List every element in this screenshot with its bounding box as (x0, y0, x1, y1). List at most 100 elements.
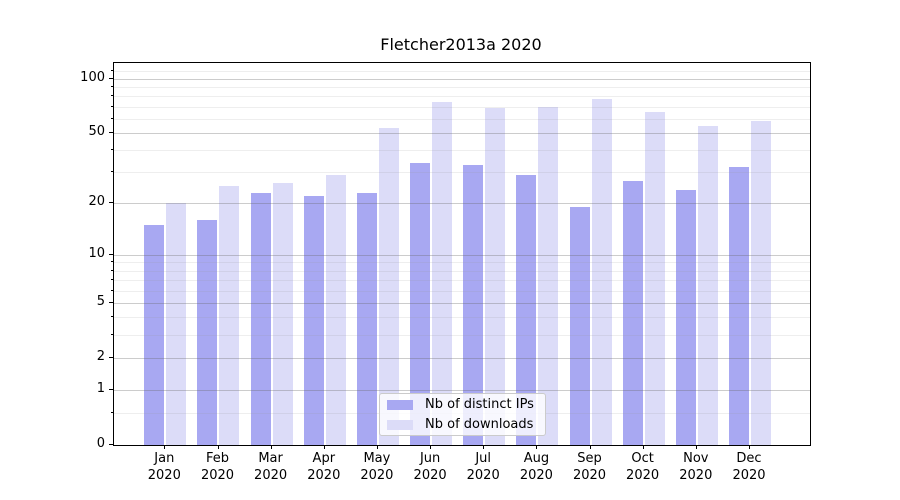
y-axis-minor-tick (111, 334, 113, 335)
y-axis-minor-tick (111, 316, 113, 318)
y-axis-tick (109, 77, 113, 79)
x-axis-tick (642, 445, 644, 449)
x-axis-label-mar: Mar 2020 (254, 451, 288, 483)
x-axis-label-jun: Jun 2020 (413, 451, 447, 483)
x-axis-tick (695, 445, 697, 449)
chart-title: Fletcher2013a 2020 (380, 35, 542, 54)
gridline-minor (114, 262, 810, 264)
y-axis-tick (109, 131, 113, 133)
y-axis-minor-tick (111, 269, 113, 271)
gridline-major (114, 302, 810, 304)
gridline-minor (114, 150, 810, 152)
bar-downloads-jan (166, 203, 187, 445)
legend-swatch-downloads-icon (387, 419, 413, 430)
gridline-major (114, 78, 810, 80)
bar-downloads-dec (750, 121, 771, 445)
legend-row-downloads: Nb of downloads (380, 415, 545, 435)
x-axis-tick (536, 445, 538, 449)
y-axis-tick-label: 10 (88, 245, 105, 261)
gridline-minor (114, 279, 810, 281)
x-axis-tick (217, 445, 219, 449)
bar-downloads-sep (591, 99, 612, 445)
bar-distinct-ips-sep (569, 207, 590, 445)
gridline-major (114, 203, 810, 205)
y-axis-minor-tick (111, 117, 113, 119)
y-axis-tick (109, 253, 113, 255)
bar-downloads-may (378, 128, 399, 445)
y-axis-minor-tick (111, 289, 113, 291)
x-axis-label-may: May 2020 (360, 451, 394, 483)
gridline-minor (114, 106, 810, 108)
bar-distinct-ips-may (356, 192, 377, 445)
y-axis-minor-tick (111, 171, 113, 173)
y-axis-minor-tick (111, 278, 113, 280)
grid-layer (114, 63, 810, 445)
y-axis-minor-tick (111, 261, 113, 263)
gridline-minor (114, 290, 810, 292)
x-axis-tick (376, 445, 378, 449)
x-axis-label-nov: Nov 2020 (679, 451, 713, 483)
x-axis-label-jul: Jul 2020 (466, 451, 500, 483)
x-axis-label-apr: Apr 2020 (307, 451, 341, 483)
bar-distinct-ips-feb (197, 220, 218, 445)
y-axis-minor-tick (111, 149, 113, 151)
y-axis-tick (109, 356, 113, 358)
gridline-minor (114, 71, 810, 73)
y-axis-tick-label: 2 (96, 348, 105, 364)
plot-area (113, 62, 811, 446)
legend-label-distinct-ips: Nb of distinct IPs (425, 397, 534, 412)
y-axis-tick (109, 202, 113, 204)
bars-layer (114, 63, 810, 445)
bar-distinct-ips-oct (622, 180, 643, 445)
y-axis-tick (109, 389, 113, 390)
y-axis-tick-label: 20 (88, 194, 105, 210)
bar-distinct-ips-mar (250, 192, 271, 445)
gridline-minor (114, 270, 810, 272)
legend-swatch-distinct-ips-icon (387, 399, 413, 410)
x-axis-label-sep: Sep 2020 (572, 451, 607, 483)
y-axis-minor-tick (111, 411, 113, 413)
x-axis-label-jan: Jan 2020 (147, 451, 181, 483)
bar-downloads-apr (325, 175, 346, 445)
y-axis-tick-label: 100 (80, 69, 105, 85)
gridline-major (114, 254, 810, 256)
x-axis-tick (430, 445, 432, 449)
y-axis-minor-tick (111, 105, 113, 107)
bar-distinct-ips-jul (463, 165, 484, 445)
y-axis-minor-tick (111, 85, 113, 87)
bar-downloads-aug (538, 106, 559, 445)
bar-downloads-nov (697, 125, 718, 445)
y-axis-tick-label: 0 (96, 436, 105, 451)
gridline-minor (114, 335, 810, 336)
x-axis-tick (323, 445, 325, 449)
x-axis-tick (270, 445, 272, 449)
gridline-minor (114, 317, 810, 319)
y-axis-tick-label: 50 (88, 123, 105, 139)
x-axis-tick (589, 445, 591, 449)
x-axis-label-oct: Oct 2020 (626, 451, 660, 483)
gridline-minor (114, 96, 810, 98)
bar-downloads-jun (432, 102, 453, 445)
bar-distinct-ips-aug (516, 175, 537, 445)
legend: Nb of distinct IPs Nb of downloads (379, 393, 546, 436)
y-axis-tick (109, 444, 113, 445)
bar-distinct-ips-nov (675, 189, 696, 445)
legend-row-distinct-ips: Nb of distinct IPs (380, 395, 545, 415)
y-axis-tick-label: 1 (96, 381, 105, 396)
x-axis-tick (483, 445, 485, 449)
y-axis-tick (109, 301, 113, 303)
gridline-major (114, 390, 810, 391)
x-axis-tick (164, 445, 166, 449)
bar-downloads-jul (485, 107, 506, 445)
gridline-minor (114, 118, 810, 120)
gridline-major (114, 357, 810, 359)
y-axis-tick-label: 5 (96, 293, 105, 309)
x-axis-label-feb: Feb 2020 (200, 451, 235, 483)
x-axis-tick (749, 445, 750, 449)
gridline-minor (114, 172, 810, 174)
legend-label-downloads: Nb of downloads (425, 417, 534, 432)
gridline-minor (114, 86, 810, 88)
bar-distinct-ips-jun (410, 162, 431, 445)
y-axis-minor-tick (111, 70, 113, 72)
